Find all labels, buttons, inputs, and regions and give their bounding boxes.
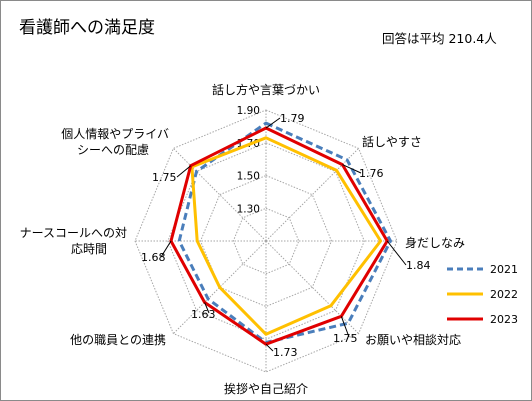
legend-label: 2023 [490,313,518,326]
category-label: お願いや相談対応 [365,332,461,347]
data-label-leader [340,316,350,338]
data-label-leader [204,302,210,314]
data-labels: 1.79 1.76 1.84 1.75 1.73 1.63 1.68 1.75 [141,112,431,359]
grid-spoke [173,148,267,242]
data-label: 1.63 [191,308,216,321]
category-label: 話しやすさ [362,134,422,149]
category-label: 話し方や言葉づかい [212,82,320,97]
tick-label: 1.30 [237,203,260,215]
tick-label: 1.50 [237,171,260,183]
data-label: 1.68 [141,251,166,264]
legend-label: 2021 [490,263,518,276]
category-label: 他の職員との連携 [70,332,166,347]
respondent-note: 回答は平均 210.4人 [382,31,497,46]
data-label-leader [342,164,362,174]
category-label: 挨拶や自己紹介 [224,381,308,396]
category-label: 個人情報やプライバシーへの配慮 [61,127,169,157]
data-label-leader [386,240,407,266]
legend: 2021 2022 2023 [447,263,518,326]
data-label-leader [176,165,192,178]
data-label: 1.75 [152,171,177,184]
data-label: 1.76 [359,167,384,180]
data-label-leader [265,343,274,352]
legend-label: 2022 [490,288,518,301]
grid-spoke [265,240,359,334]
category-label: ナースコールへの対応時間 [20,226,127,256]
tick-label: 1.90 [237,105,260,117]
data-label: 1.84 [406,259,431,272]
series-2022 [190,136,383,336]
category-label: 身だしなみ [405,235,465,250]
chart-title: 看護師への満足度 [19,18,155,38]
radial-tick-labels: 1.301.501.701.90 [237,105,260,215]
grid-ring [167,142,365,340]
data-label: 1.73 [273,346,298,359]
grid-ring [232,207,300,275]
grid-spoke [173,240,267,334]
radar-grid [134,109,398,373]
data-label-leader [265,117,281,129]
data-label: 1.75 [333,332,358,345]
grid-ring [199,174,333,308]
data-label-leader [160,240,172,258]
data-label: 1.79 [280,112,305,125]
